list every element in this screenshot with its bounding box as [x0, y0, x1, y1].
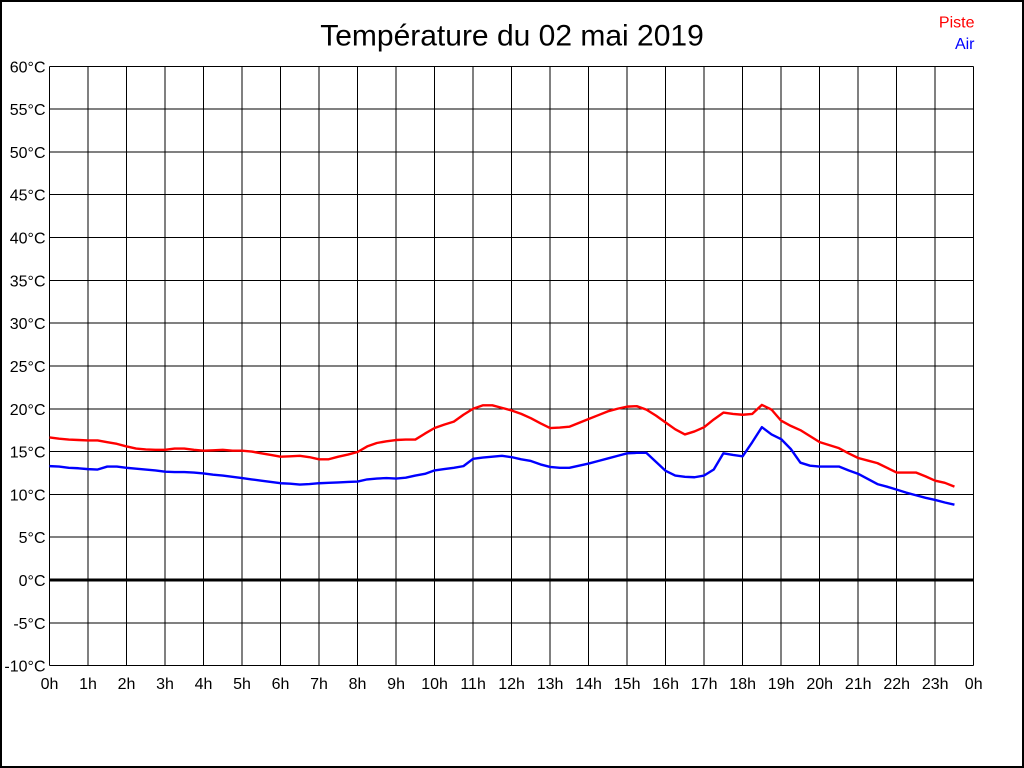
- x-tick-label: 13h: [537, 676, 564, 693]
- x-tick-label: 14h: [575, 676, 602, 693]
- series-line-piste: [49, 403, 955, 488]
- x-tick-label: 5h: [233, 676, 251, 693]
- x-tick-label: 12h: [498, 676, 525, 693]
- x-tick-label: 8h: [349, 676, 367, 693]
- y-tick-label: 40°C: [10, 231, 46, 248]
- x-tick-label: 0h: [965, 676, 983, 693]
- x-tick-label: 11h: [460, 676, 486, 693]
- x-tick-label: 0h: [41, 676, 59, 693]
- y-tick-label: 30°C: [10, 316, 46, 333]
- x-tick-label: 20h: [806, 676, 833, 693]
- y-tick-label: 50°C: [10, 145, 46, 162]
- y-tick-label: 10°C: [10, 487, 46, 504]
- x-tick-label: 18h: [729, 676, 756, 693]
- y-tick-label: 5°C: [19, 530, 46, 547]
- chart-legend: Piste Air: [939, 15, 975, 53]
- x-tick-label: 3h: [156, 676, 174, 693]
- x-tick-label: 22h: [883, 676, 910, 693]
- y-tick-label: 20°C: [10, 402, 46, 419]
- y-tick-label: -5°C: [13, 616, 45, 633]
- x-tick-label: 15h: [614, 676, 641, 693]
- x-tick-label: 19h: [768, 676, 795, 693]
- y-tick-label: 25°C: [10, 359, 46, 376]
- legend-label-air: Air: [955, 36, 975, 53]
- y-axis-labels: 60°C 55°C 50°C 45°C 40°C 35°C 30°C 25°C 20°C 15°C…: [4, 59, 45, 675]
- x-tick-label: 16h: [652, 676, 679, 693]
- series-line-air: [49, 425, 955, 506]
- x-tick-label: 10h: [421, 676, 448, 693]
- y-tick-label: -10°C: [4, 659, 45, 676]
- legend-label-piste: Piste: [939, 15, 975, 32]
- x-tick-label: 1h: [79, 676, 97, 693]
- x-tick-label: 6h: [272, 676, 290, 693]
- x-tick-label: 9h: [387, 676, 405, 693]
- y-tick-label: 45°C: [10, 188, 46, 205]
- x-tick-label: 7h: [310, 676, 328, 693]
- y-tick-label: 60°C: [10, 59, 46, 76]
- y-tick-label: 55°C: [10, 102, 46, 119]
- y-tick-label: 15°C: [10, 445, 46, 462]
- series-layer: [49, 403, 955, 506]
- grid-layer: [49, 65, 975, 667]
- x-tick-label: 23h: [922, 676, 949, 693]
- y-tick-label: 0°C: [19, 573, 46, 590]
- x-tick-label: 21h: [845, 676, 872, 693]
- x-tick-label: 4h: [195, 676, 213, 693]
- x-tick-label: 17h: [691, 676, 718, 693]
- chart-title: Température du 02 mai 2019: [320, 20, 704, 53]
- x-axis-labels: 0h 1h 2h 3h 4h 5h 6h 7h 8h 9h 10h 11h 12h 13h 14h 15h 16…: [41, 676, 983, 693]
- y-tick-label: 35°C: [10, 273, 46, 290]
- x-tick-label: 2h: [118, 676, 136, 693]
